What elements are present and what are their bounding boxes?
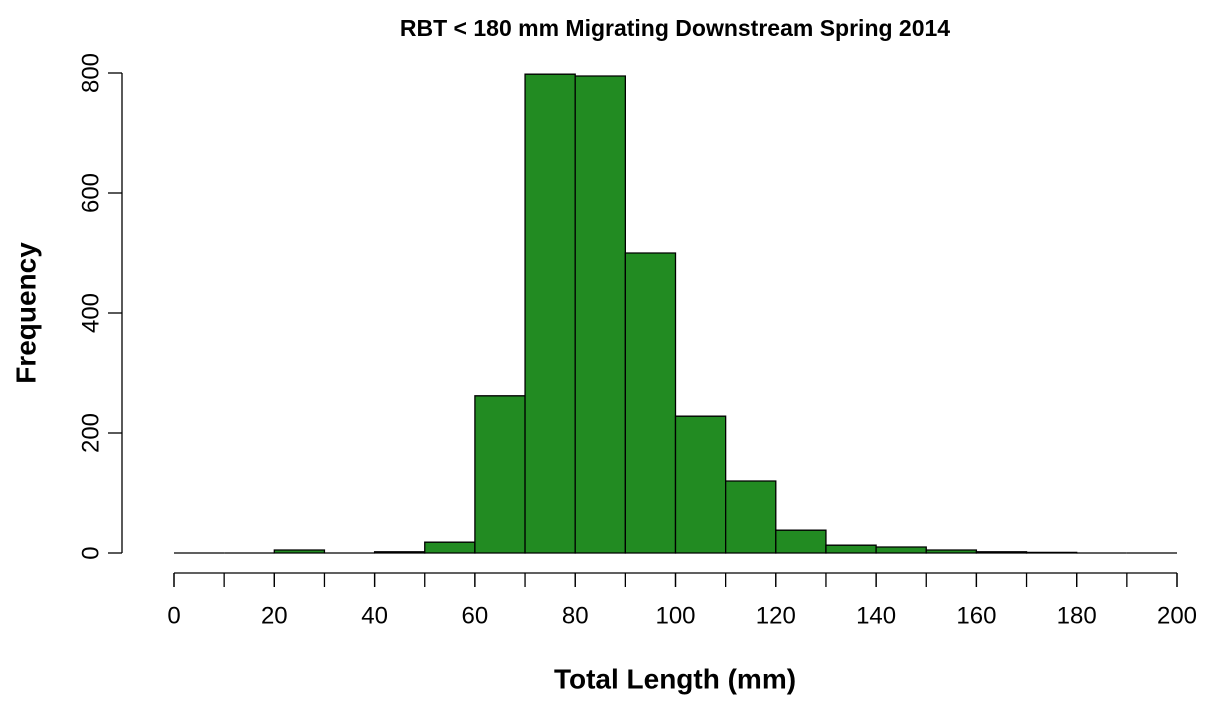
bar xyxy=(925,549,978,554)
bar xyxy=(624,252,677,554)
y-axis-title: Frequency xyxy=(10,242,41,384)
bar xyxy=(424,541,476,554)
x-tick-label: 120 xyxy=(756,602,796,629)
bar xyxy=(373,551,426,554)
bar xyxy=(674,415,727,554)
x-tick-label: 0 xyxy=(167,602,180,629)
bar xyxy=(574,75,626,554)
x-tick-label: 200 xyxy=(1157,602,1197,629)
bar xyxy=(474,395,526,554)
y-tick-label: 800 xyxy=(77,53,104,93)
bar xyxy=(875,546,927,554)
y-tick-label: 200 xyxy=(77,413,104,453)
x-tick-label: 60 xyxy=(462,602,489,629)
bar xyxy=(725,480,777,554)
x-tick-label: 100 xyxy=(655,602,695,629)
x-tick-label: 40 xyxy=(361,602,388,629)
y-tick-label: 0 xyxy=(77,546,104,559)
bar xyxy=(975,551,1028,554)
bar xyxy=(825,544,877,554)
x-tick-label: 160 xyxy=(956,602,996,629)
chart-title: RBT < 180 mm Migrating Downstream Spring… xyxy=(400,15,950,41)
bar xyxy=(273,549,326,554)
x-tick-label: 20 xyxy=(261,602,288,629)
bar xyxy=(775,529,827,554)
y-tick-label: 400 xyxy=(77,293,104,333)
y-tick-label: 600 xyxy=(77,173,104,213)
x-tick-label: 180 xyxy=(1057,602,1097,629)
x-tick-label: 80 xyxy=(562,602,589,629)
x-tick-label: 140 xyxy=(856,602,896,629)
bar xyxy=(1025,551,1078,554)
x-axis-title: Total Length (mm) xyxy=(554,663,796,694)
bar xyxy=(524,73,576,554)
